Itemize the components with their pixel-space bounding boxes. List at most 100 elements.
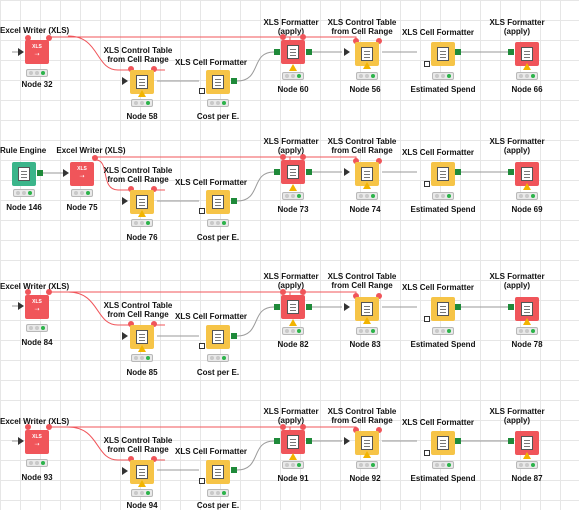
control-table-node[interactable]: [130, 190, 154, 214]
flow-variable-port[interactable]: [128, 321, 134, 327]
output-port[interactable]: [455, 49, 461, 55]
input-port[interactable]: [274, 438, 280, 444]
input-port[interactable]: [199, 478, 205, 484]
formatter-apply-node[interactable]: [515, 42, 539, 66]
input-port[interactable]: [199, 208, 205, 214]
input-port[interactable]: [424, 450, 430, 456]
formatter-apply-node[interactable]: [281, 40, 305, 64]
control-table-icon: [361, 47, 373, 61]
excel-writer-node[interactable]: XLS ⇢: [70, 162, 94, 186]
flow-variable-port[interactable]: [280, 289, 286, 295]
flow-variable-port[interactable]: [353, 38, 359, 44]
input-port[interactable]: [63, 169, 69, 177]
input-port[interactable]: [274, 169, 280, 175]
input-port[interactable]: [199, 88, 205, 94]
arrow-icon: ⇢: [34, 307, 40, 313]
output-port[interactable]: [231, 198, 237, 204]
input-port[interactable]: [424, 181, 430, 187]
input-port[interactable]: [199, 343, 205, 349]
excel-writer-node[interactable]: XLS ⇢: [25, 295, 49, 319]
output-port[interactable]: [455, 169, 461, 175]
input-port[interactable]: [122, 77, 128, 85]
flow-variable-port[interactable]: [128, 186, 134, 192]
input-port[interactable]: [122, 197, 128, 205]
flow-variable-port[interactable]: [46, 35, 52, 41]
input-port[interactable]: [508, 304, 514, 310]
input-port[interactable]: [508, 169, 514, 175]
flow-variable-port[interactable]: [280, 154, 286, 160]
flow-variable-port[interactable]: [46, 289, 52, 295]
output-port[interactable]: [231, 467, 237, 473]
input-port[interactable]: [18, 437, 24, 445]
flow-variable-port[interactable]: [151, 186, 157, 192]
input-port[interactable]: [274, 49, 280, 55]
flow-variable-port[interactable]: [128, 66, 134, 72]
flow-variable-port[interactable]: [376, 427, 382, 433]
output-port[interactable]: [306, 304, 312, 310]
input-port[interactable]: [122, 332, 128, 340]
output-port[interactable]: [231, 78, 237, 84]
formatter-apply-node[interactable]: [515, 431, 539, 455]
flow-variable-port[interactable]: [353, 427, 359, 433]
flow-variable-port[interactable]: [300, 289, 306, 295]
input-port[interactable]: [508, 49, 514, 55]
input-port[interactable]: [344, 437, 350, 445]
input-port[interactable]: [344, 48, 350, 56]
flow-variable-port[interactable]: [300, 154, 306, 160]
input-port[interactable]: [274, 304, 280, 310]
flow-variable-port[interactable]: [25, 35, 31, 41]
rule-engine-node[interactable]: [12, 162, 36, 186]
flow-variable-port[interactable]: [353, 293, 359, 299]
output-port[interactable]: [306, 169, 312, 175]
excel-writer-node[interactable]: XLS ⇢: [25, 430, 49, 454]
cell-formatter-node[interactable]: [206, 325, 230, 349]
flow-variable-port[interactable]: [280, 424, 286, 430]
input-port[interactable]: [18, 48, 24, 56]
input-port[interactable]: [122, 467, 128, 475]
output-port[interactable]: [306, 438, 312, 444]
output-port[interactable]: [37, 170, 43, 176]
flow-variable-port[interactable]: [300, 34, 306, 40]
cell-formatter-node[interactable]: [206, 70, 230, 94]
flow-variable-port[interactable]: [151, 456, 157, 462]
flow-variable-port[interactable]: [25, 289, 31, 295]
formatter-apply-node[interactable]: [515, 297, 539, 321]
cell-formatter-node[interactable]: [431, 42, 455, 66]
input-port[interactable]: [344, 168, 350, 176]
input-port[interactable]: [424, 316, 430, 322]
flow-variable-port[interactable]: [151, 321, 157, 327]
input-port[interactable]: [18, 302, 24, 310]
formatter-apply-node[interactable]: [515, 162, 539, 186]
input-port[interactable]: [344, 303, 350, 311]
excel-writer-node[interactable]: XLS ⇢: [25, 40, 49, 64]
node-status-traffic-light: [432, 72, 454, 80]
flow-variable-port[interactable]: [376, 293, 382, 299]
output-port[interactable]: [455, 304, 461, 310]
cell-formatter-node[interactable]: [431, 297, 455, 321]
formatter-apply-node[interactable]: [281, 430, 305, 454]
flow-variable-port[interactable]: [46, 424, 52, 430]
input-port[interactable]: [424, 61, 430, 67]
output-port[interactable]: [306, 49, 312, 55]
flow-variable-port[interactable]: [151, 66, 157, 72]
cell-formatter-node[interactable]: [206, 190, 230, 214]
flow-variable-port[interactable]: [353, 158, 359, 164]
input-port[interactable]: [508, 438, 514, 444]
flow-variable-port[interactable]: [376, 38, 382, 44]
cell-formatter-node[interactable]: [431, 162, 455, 186]
flow-variable-port[interactable]: [300, 424, 306, 430]
formatter-apply-icon: [287, 435, 299, 449]
flow-variable-port[interactable]: [280, 34, 286, 40]
flow-variable-port[interactable]: [128, 456, 134, 462]
control-table-node[interactable]: [130, 325, 154, 349]
flow-variable-port[interactable]: [92, 155, 98, 161]
cell-formatter-node[interactable]: [431, 431, 455, 455]
flow-variable-port[interactable]: [376, 158, 382, 164]
cell-formatter-node[interactable]: [206, 460, 230, 484]
formatter-apply-node[interactable]: [281, 160, 305, 184]
formatter-apply-node[interactable]: [281, 295, 305, 319]
output-port[interactable]: [231, 333, 237, 339]
output-port[interactable]: [455, 438, 461, 444]
flow-variable-port[interactable]: [25, 424, 31, 430]
